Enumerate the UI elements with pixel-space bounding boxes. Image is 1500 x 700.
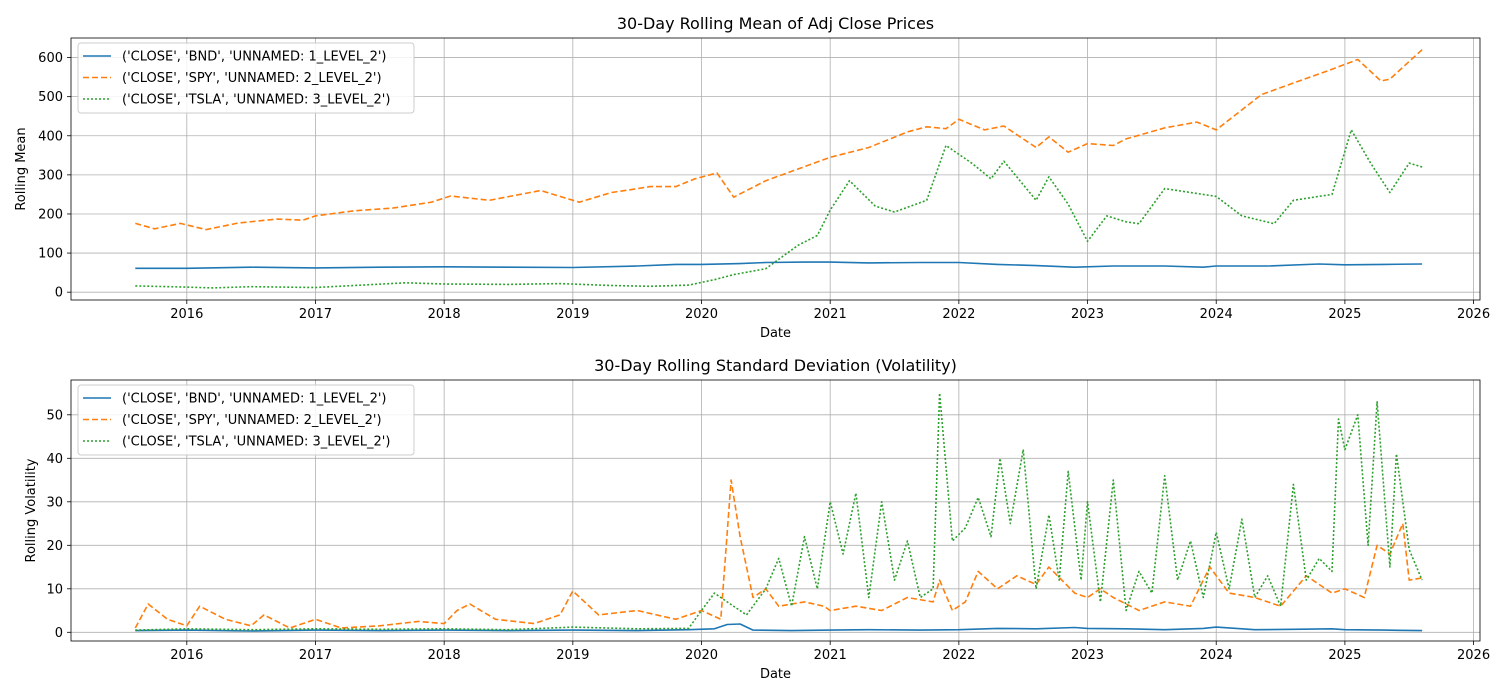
y-axis-label: Rolling Volatility [24,458,39,562]
y-tick-label: 100 [38,247,63,262]
legend: ('CLOSE', 'BND', 'UNNAMED: 1_LEVEL_2') ('… [77,384,415,456]
x-tick-label: 2019 [556,648,589,663]
chart-panel-1: 2016 2017 2018 2019 2020 2021 2022 2023 2024 2025… [14,14,1490,341]
x-axis-label: Date [760,326,791,341]
series-line-1 [135,623,1423,632]
y-tick-label: 10 [46,582,63,597]
series-line-2 [135,49,1423,231]
y-tick-label: 200 [38,207,63,222]
axes-frame [70,37,1481,301]
x-tick-label: 2019 [556,307,589,322]
x-tick-label: 2024 [1200,648,1233,663]
series-line-2 [134,479,1423,629]
axes-frame [70,379,1481,642]
x-tick-label: 2016 [170,648,203,663]
series-line-3 [135,392,1423,631]
x-tick-label: 2025 [1328,648,1361,663]
x-axis-label: Date [760,667,791,682]
legend-box [77,384,415,456]
legend-label-1: ('CLOSE', 'BND', 'UNNAMED: 1_LEVEL_2') [122,392,386,407]
y-tick-label: 20 [46,539,63,554]
series-line-1 [135,261,1423,270]
x-tick-label: 2025 [1328,307,1361,322]
x-tick-label: 2023 [1071,307,1104,322]
y-tick-label: 40 [46,452,63,467]
x-tick-label: 2022 [942,648,975,663]
x-tick-label: 2026 [1457,648,1490,663]
series-line-3 [135,129,1423,289]
legend: ('CLOSE', 'BND', 'UNNAMED: 1_LEVEL_2') ('… [77,42,415,114]
x-tick-label: 2016 [170,307,203,322]
chart-title: 30-Day Rolling Standard Deviation (Volat… [594,356,957,375]
y-axis-label: Rolling Mean [14,127,29,210]
y-tick-label: 0 [55,286,63,301]
legend-label-2: ('CLOSE', 'SPY', 'UNNAMED: 2_LEVEL_2') [122,413,382,428]
y-tick-label: 30 [46,495,63,510]
x-tick-label: 2020 [685,307,718,322]
legend-label-3: ('CLOSE', 'TSLA', 'UNNAMED: 3_LEVEL_2') [122,435,390,450]
legend-label-2: ('CLOSE', 'SPY', 'UNNAMED: 2_LEVEL_2') [122,71,382,86]
x-tick-label: 2024 [1200,307,1233,322]
x-tick-label: 2021 [814,307,847,322]
y-tick-label: 0 [55,626,63,641]
y-tick-label: 400 [38,129,63,144]
x-tick-label: 2020 [685,648,718,663]
x-tick-label: 2017 [299,307,332,322]
x-tick-label: 2023 [1071,648,1104,663]
y-tick-label: 300 [38,168,63,183]
x-tick-label: 2022 [942,307,975,322]
legend-label-1: ('CLOSE', 'BND', 'UNNAMED: 1_LEVEL_2') [122,50,386,65]
chart-title: 30-Day Rolling Mean of Adj Close Prices [617,14,934,33]
x-tick-label: 2026 [1457,307,1490,322]
y-tick-label: 600 [38,51,63,66]
x-tick-label: 2017 [299,648,332,663]
legend-label-3: ('CLOSE', 'TSLA', 'UNNAMED: 3_LEVEL_2') [122,93,390,108]
chart-panel-2: 2016 2017 2018 2019 2020 2021 2022 2023 2024 2025… [24,356,1490,682]
x-tick-label: 2018 [428,307,461,322]
x-tick-label: 2021 [814,648,847,663]
legend-box [77,42,415,114]
x-tick-label: 2018 [428,648,461,663]
y-tick-label: 500 [38,90,63,105]
y-tick-label: 50 [46,408,63,423]
